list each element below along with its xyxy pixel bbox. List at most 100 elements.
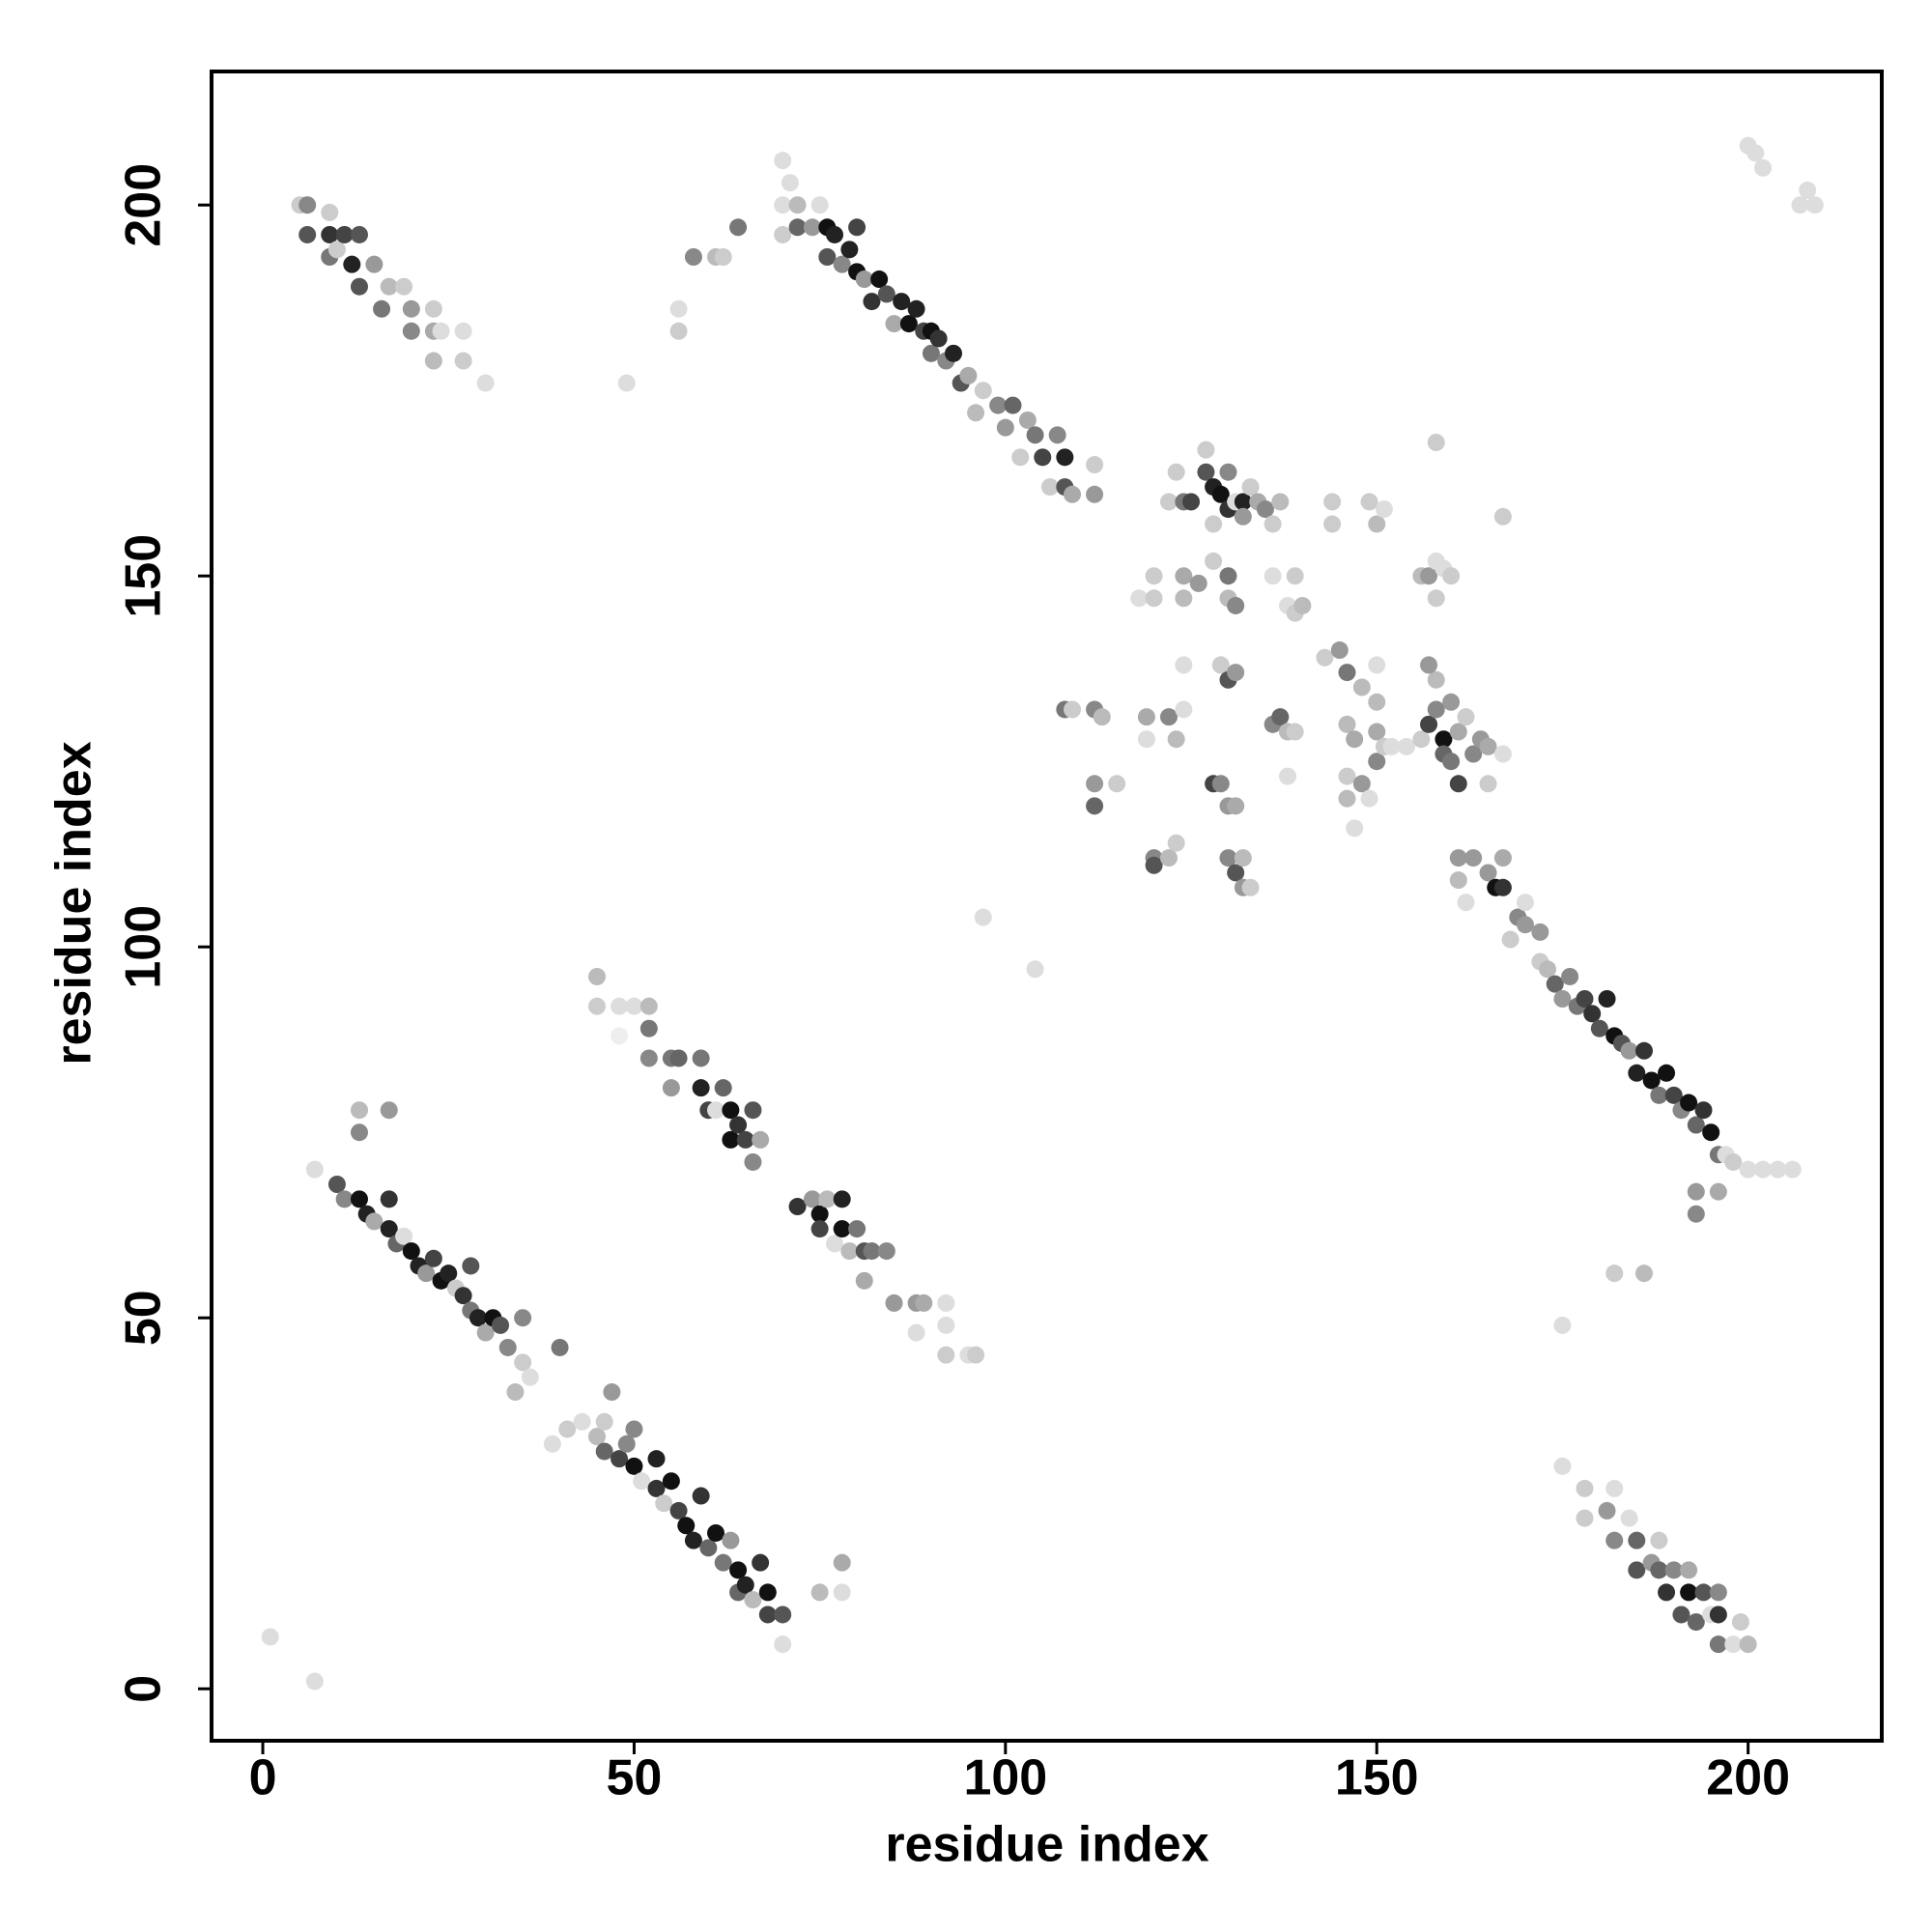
point (1605, 1531, 1624, 1549)
point (1026, 960, 1044, 979)
point (350, 1190, 368, 1208)
point (833, 1553, 851, 1572)
point (1634, 1041, 1653, 1060)
point (1709, 1635, 1727, 1654)
point (692, 1049, 710, 1067)
point (1360, 789, 1378, 808)
point (1271, 493, 1290, 511)
point (1338, 664, 1356, 682)
point (380, 277, 398, 296)
point (655, 1494, 673, 1513)
point (810, 196, 829, 214)
plot-frame (210, 70, 1884, 1743)
point (714, 1553, 732, 1572)
point (625, 997, 643, 1015)
point (1702, 1123, 1720, 1142)
point (1628, 1531, 1646, 1549)
point (595, 1442, 613, 1461)
point (498, 1338, 517, 1356)
point (714, 1079, 732, 1097)
point (1108, 775, 1126, 793)
point (729, 1561, 748, 1579)
point (1479, 864, 1497, 882)
point (684, 248, 702, 266)
point (1145, 567, 1163, 585)
point (833, 255, 851, 273)
point (1397, 737, 1415, 755)
point (1576, 1509, 1594, 1527)
point (870, 270, 889, 289)
point (1634, 1264, 1653, 1283)
point (1783, 1160, 1802, 1179)
point (521, 1368, 539, 1386)
point (380, 1190, 398, 1208)
point (989, 396, 1008, 414)
point (1352, 775, 1371, 793)
point (1048, 426, 1066, 444)
x-tick-label: 150 (1335, 1750, 1419, 1806)
point (877, 285, 895, 303)
point (1427, 700, 1445, 719)
point (1375, 500, 1393, 519)
point (639, 1049, 658, 1067)
point (1479, 775, 1497, 793)
point (1642, 1071, 1661, 1090)
point (1241, 478, 1260, 497)
point (774, 1605, 792, 1624)
point (929, 329, 948, 348)
point (1271, 708, 1290, 726)
point (915, 1293, 933, 1312)
point (365, 1212, 384, 1231)
point (1175, 567, 1193, 585)
point (1227, 864, 1245, 882)
point (305, 1160, 324, 1179)
point (417, 1264, 436, 1283)
point (1175, 656, 1193, 674)
point (1464, 745, 1483, 763)
point (1753, 1160, 1772, 1179)
point (1576, 1479, 1594, 1497)
point (1427, 434, 1445, 451)
point (1086, 797, 1104, 815)
point (1650, 1531, 1668, 1549)
point (1227, 596, 1245, 614)
point (1590, 1019, 1608, 1037)
point (1167, 834, 1185, 852)
point (1620, 1041, 1638, 1060)
point (327, 1176, 346, 1193)
point (662, 1472, 680, 1491)
point (617, 1435, 636, 1453)
point (514, 1309, 532, 1327)
point (1227, 664, 1245, 682)
point (305, 1672, 324, 1690)
point (863, 1242, 881, 1261)
point (1159, 493, 1178, 511)
point (395, 277, 413, 296)
point (692, 1487, 710, 1505)
y-tick-label: 150 (116, 534, 172, 618)
point (1724, 1152, 1743, 1171)
point (1278, 767, 1296, 785)
point (1531, 923, 1549, 941)
point (1004, 396, 1022, 414)
point (937, 1293, 955, 1312)
point (863, 293, 881, 311)
point (1040, 478, 1059, 497)
point (611, 997, 629, 1015)
point (1368, 515, 1386, 533)
point (514, 1353, 532, 1372)
point (848, 1220, 867, 1238)
point (1352, 678, 1371, 696)
point (699, 1539, 718, 1557)
point (1709, 1182, 1727, 1201)
point (1175, 589, 1193, 608)
point (788, 1198, 807, 1216)
point (1211, 656, 1230, 674)
point (1805, 196, 1824, 214)
point (1234, 493, 1252, 511)
point (588, 1428, 606, 1446)
point (1264, 567, 1282, 585)
point (321, 203, 339, 221)
point (684, 1531, 702, 1549)
point (350, 225, 368, 243)
